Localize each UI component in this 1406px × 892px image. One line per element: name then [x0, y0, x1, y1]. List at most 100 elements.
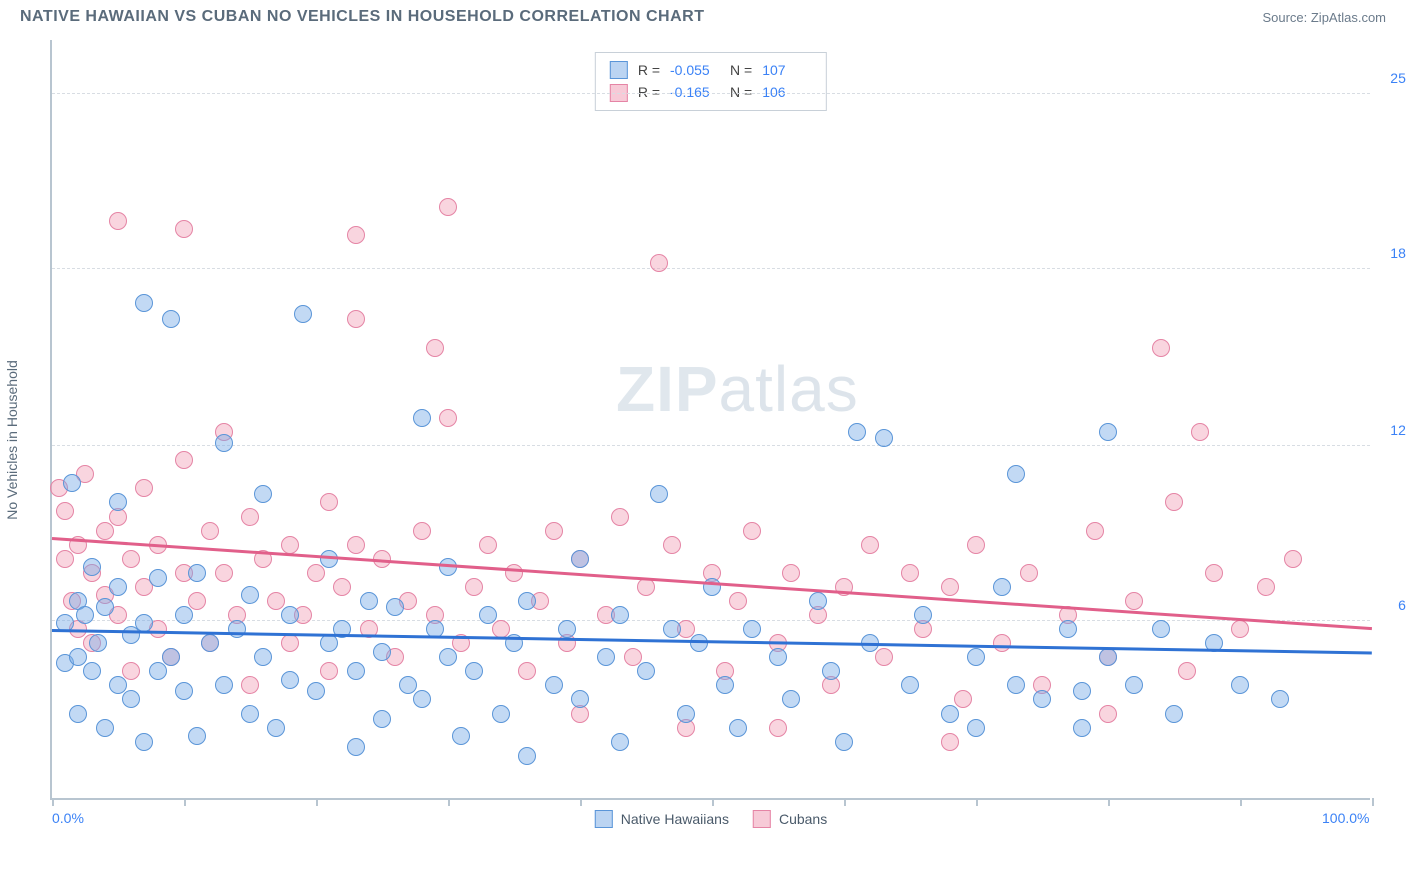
data-point-blue	[109, 493, 127, 511]
data-point-blue	[729, 719, 747, 737]
legend-swatch-blue	[610, 61, 628, 79]
data-point-blue	[307, 682, 325, 700]
y-tick-label: 12.5%	[1375, 422, 1406, 438]
data-point-pink	[122, 550, 140, 568]
data-point-blue	[96, 719, 114, 737]
data-point-blue	[571, 690, 589, 708]
data-point-blue	[848, 423, 866, 441]
chart-title: NATIVE HAWAIIAN VS CUBAN NO VEHICLES IN …	[20, 8, 704, 26]
data-point-blue	[637, 662, 655, 680]
data-point-pink	[281, 536, 299, 554]
data-point-blue	[175, 682, 193, 700]
data-point-blue	[149, 569, 167, 587]
chart-container: No Vehicles in Household ZIPatlas R =-0.…	[20, 30, 1386, 850]
data-point-blue	[452, 727, 470, 745]
data-point-pink	[413, 522, 431, 540]
x-tick	[580, 798, 582, 806]
data-point-pink	[993, 634, 1011, 652]
data-point-pink	[241, 508, 259, 526]
data-point-blue	[188, 564, 206, 582]
data-point-pink	[967, 536, 985, 554]
data-point-blue	[76, 606, 94, 624]
data-point-pink	[1020, 564, 1038, 582]
data-point-blue	[875, 429, 893, 447]
data-point-pink	[439, 409, 457, 427]
data-point-blue	[1033, 690, 1051, 708]
data-point-blue	[835, 733, 853, 751]
data-point-pink	[439, 198, 457, 216]
gridline	[52, 93, 1370, 94]
data-point-pink	[56, 502, 74, 520]
x-tick	[712, 798, 714, 806]
data-point-pink	[875, 648, 893, 666]
data-point-pink	[518, 662, 536, 680]
data-point-pink	[426, 339, 444, 357]
data-point-blue	[558, 620, 576, 638]
data-point-pink	[307, 564, 325, 582]
x-tick	[1372, 798, 1374, 806]
data-point-blue	[175, 606, 193, 624]
data-point-pink	[241, 676, 259, 694]
data-point-blue	[941, 705, 959, 723]
data-point-blue	[703, 578, 721, 596]
data-point-blue	[1125, 676, 1143, 694]
data-point-blue	[1231, 676, 1249, 694]
data-point-pink	[135, 479, 153, 497]
data-point-blue	[228, 620, 246, 638]
data-point-blue	[1073, 682, 1091, 700]
data-point-blue	[149, 662, 167, 680]
data-point-blue	[89, 634, 107, 652]
gridline	[52, 445, 1370, 446]
data-point-blue	[782, 690, 800, 708]
data-point-blue	[281, 671, 299, 689]
data-point-pink	[954, 690, 972, 708]
data-point-pink	[1165, 493, 1183, 511]
x-tick	[1108, 798, 1110, 806]
data-point-blue	[465, 662, 483, 680]
y-tick-label: 18.8%	[1375, 245, 1406, 261]
data-point-blue	[267, 719, 285, 737]
data-point-blue	[1152, 620, 1170, 638]
data-point-blue	[281, 606, 299, 624]
data-point-pink	[941, 578, 959, 596]
data-point-blue	[1271, 690, 1289, 708]
data-point-blue	[386, 598, 404, 616]
data-point-blue	[611, 606, 629, 624]
source-attribution: Source: ZipAtlas.com	[1262, 10, 1386, 25]
data-point-blue	[1165, 705, 1183, 723]
data-point-blue	[716, 676, 734, 694]
data-point-blue	[492, 705, 510, 723]
data-point-pink	[465, 578, 483, 596]
data-point-blue	[1073, 719, 1091, 737]
watermark: ZIPatlas	[616, 352, 859, 426]
data-point-blue	[254, 648, 272, 666]
data-point-blue	[347, 738, 365, 756]
data-point-blue	[901, 676, 919, 694]
data-point-pink	[479, 536, 497, 554]
data-point-pink	[1152, 339, 1170, 357]
trendline-pink	[52, 537, 1372, 630]
data-point-blue	[215, 434, 233, 452]
data-point-blue	[809, 592, 827, 610]
data-point-blue	[571, 550, 589, 568]
data-point-blue	[294, 305, 312, 323]
data-point-pink	[663, 536, 681, 554]
y-tick-label: 25.0%	[1375, 70, 1406, 86]
data-point-blue	[439, 648, 457, 666]
data-point-blue	[360, 592, 378, 610]
data-point-pink	[1284, 550, 1302, 568]
data-point-blue	[83, 662, 101, 680]
data-point-pink	[861, 536, 879, 554]
data-point-blue	[677, 705, 695, 723]
data-point-pink	[333, 578, 351, 596]
stats-row: R =-0.055N =107	[610, 59, 812, 81]
scatter-plot: ZIPatlas R =-0.055N =107R =-0.165N =106 …	[50, 40, 1370, 800]
data-point-blue	[518, 592, 536, 610]
data-point-blue	[63, 474, 81, 492]
data-point-blue	[479, 606, 497, 624]
data-point-blue	[241, 586, 259, 604]
data-point-blue	[69, 705, 87, 723]
legend-swatch-pink	[753, 810, 771, 828]
data-point-blue	[545, 676, 563, 694]
data-point-pink	[175, 451, 193, 469]
